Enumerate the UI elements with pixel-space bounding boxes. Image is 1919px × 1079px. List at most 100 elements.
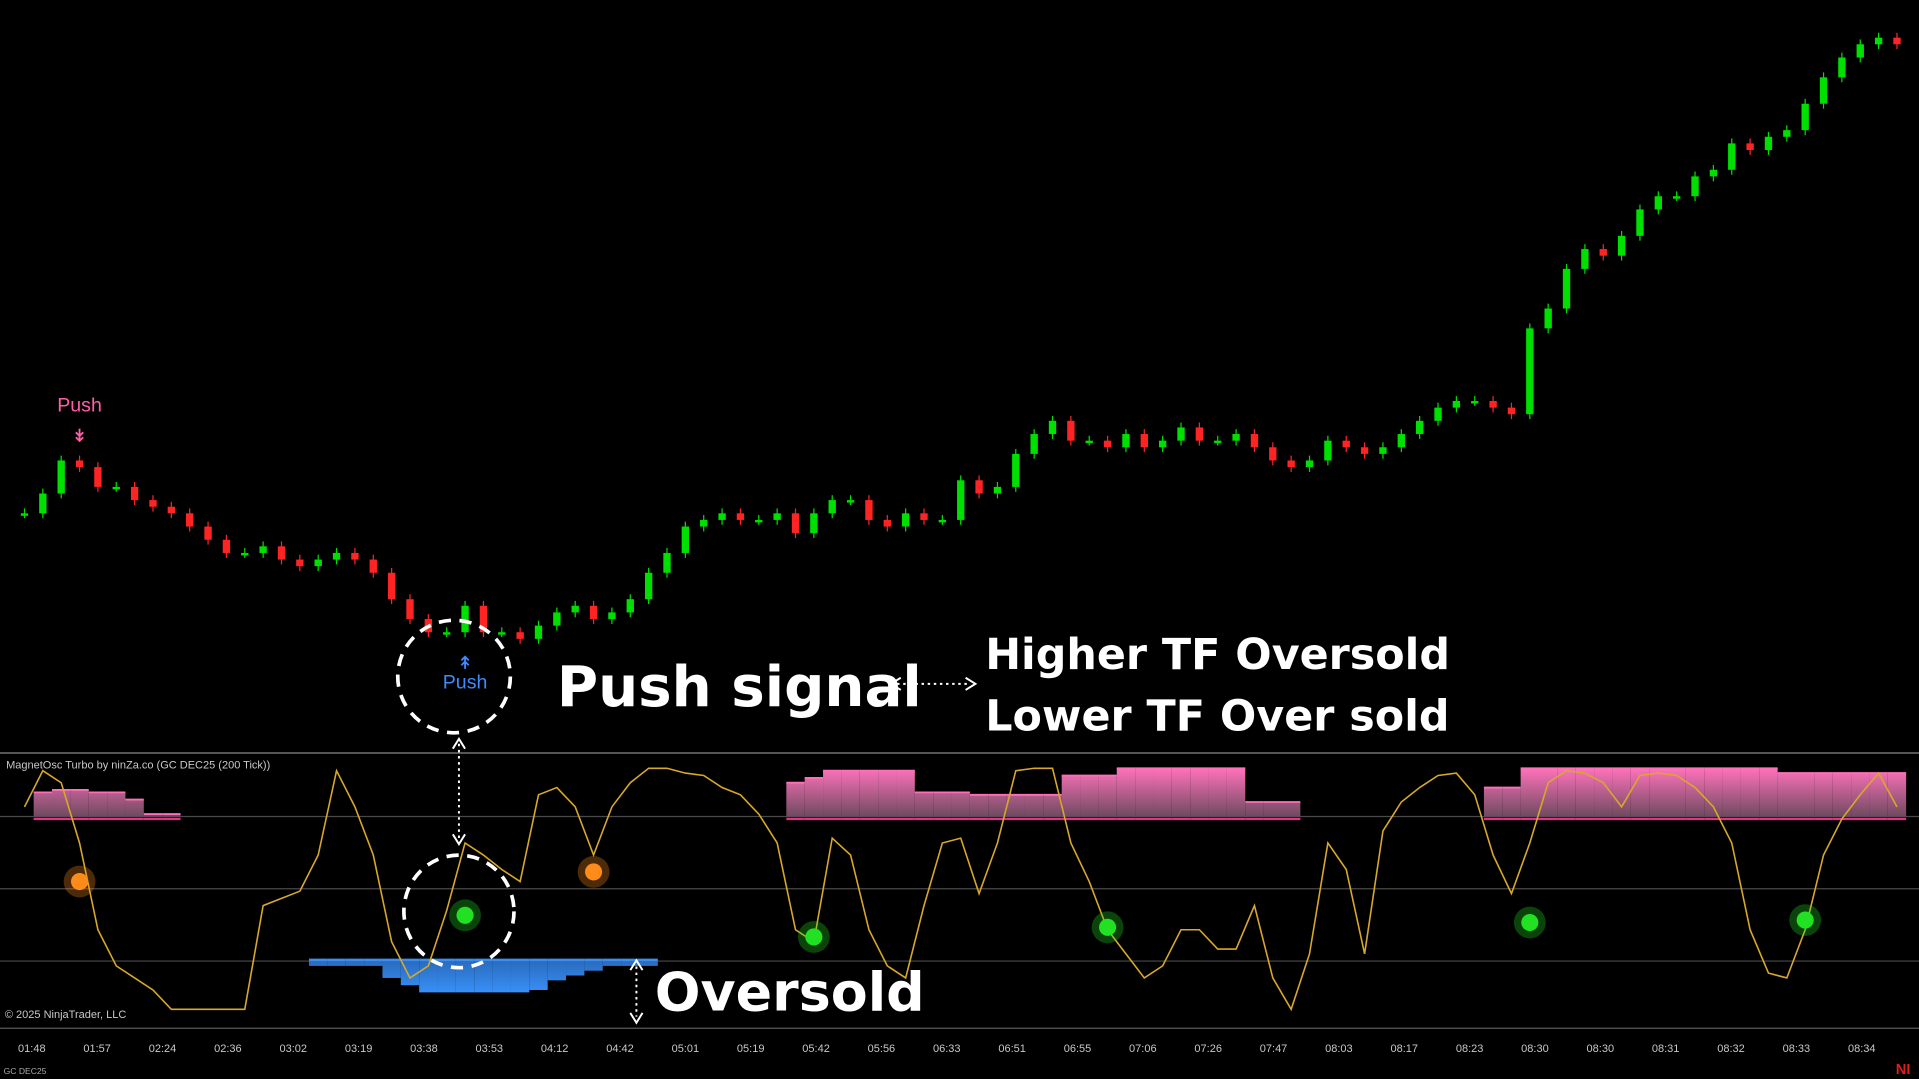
highlight-circle — [395, 618, 513, 735]
candle-body — [1415, 420, 1424, 435]
candle-body — [1489, 401, 1497, 408]
overbought-zone — [1502, 787, 1521, 817]
x-tick-label: 06:55 — [1064, 1043, 1092, 1055]
candle-body — [39, 493, 47, 514]
candle-body — [1893, 37, 1901, 45]
candle-body — [1617, 235, 1626, 256]
candle-body — [773, 513, 781, 520]
x-tick-label: 05:42 — [802, 1043, 830, 1055]
candle-body — [1287, 460, 1295, 468]
overbought-zone — [896, 770, 915, 817]
candle-body — [1691, 176, 1699, 197]
candle-body — [1067, 420, 1075, 441]
overbought-zone — [1208, 768, 1227, 817]
highlight-circle — [402, 853, 516, 970]
overbought-zone — [1006, 794, 1025, 817]
signal-arrow — [460, 655, 470, 669]
overbought-zone — [1263, 802, 1282, 817]
candle-body — [1838, 57, 1846, 78]
candle-body — [663, 552, 671, 573]
overbought-zone — [1538, 768, 1558, 817]
candle-body — [277, 546, 286, 560]
candle-body — [608, 612, 616, 620]
candle-body — [222, 539, 231, 553]
annotation-title: Push signal — [557, 655, 922, 720]
candle-body — [1544, 308, 1552, 329]
candle-body — [1103, 440, 1112, 448]
oversold-zone — [510, 961, 530, 993]
x-tick-label: 02:24 — [149, 1043, 177, 1055]
candle-body — [571, 605, 579, 613]
oversold-zone — [492, 961, 511, 993]
candle-body — [1581, 249, 1589, 269]
oversold-zone — [566, 961, 585, 976]
overbought-zone — [1098, 775, 1117, 817]
overbought-zone — [878, 770, 897, 817]
candle-body — [204, 526, 212, 540]
signal-dot — [585, 863, 603, 881]
candle-body — [534, 625, 543, 639]
signal-dot — [456, 906, 474, 924]
x-tick-label: 06:33 — [933, 1043, 961, 1055]
x-tick-label: 04:42 — [606, 1043, 634, 1055]
candle-body — [865, 500, 873, 520]
oversold-zone — [584, 961, 603, 971]
overbought-zone — [1667, 768, 1686, 817]
candle-body — [1305, 460, 1314, 468]
x-tick-label: 07:26 — [1194, 1043, 1222, 1055]
x-tick-label: 08:30 — [1587, 1043, 1615, 1055]
overbought-zone — [1814, 773, 1833, 817]
candle-body — [791, 513, 800, 534]
brand-label: NI — [1896, 1062, 1911, 1078]
x-tick-label: 08:17 — [1390, 1043, 1418, 1055]
candle-body — [149, 500, 157, 507]
oversold-zone — [602, 961, 622, 966]
x-tick-label: 03:38 — [410, 1043, 438, 1055]
candle-body — [1599, 249, 1607, 256]
arrow-head — [889, 676, 978, 691]
candle-body — [1526, 328, 1534, 415]
candle-body — [1452, 401, 1461, 408]
plot-layer: Push Push 01:48 01:57 02:24 02:36 03:02 03:19 03… — [0, 32, 1919, 1055]
x-tick-label: 05:56 — [868, 1043, 896, 1055]
oversold-zone — [309, 961, 328, 966]
candle-body — [1764, 136, 1773, 150]
overbought-zone — [1245, 802, 1264, 817]
candle-body — [1709, 169, 1718, 177]
x-tick-label: 03:53 — [476, 1043, 504, 1055]
candle-body — [644, 572, 653, 600]
overbought-zone — [1777, 773, 1797, 817]
candle-body — [1342, 440, 1350, 448]
oversold-zone — [547, 961, 567, 981]
overbought-zone — [1483, 787, 1503, 817]
candle-body — [920, 513, 928, 520]
overbought-zone — [162, 814, 181, 817]
signal-dot — [1796, 911, 1814, 929]
candle-body — [75, 460, 84, 468]
overbought-zone — [1281, 802, 1301, 817]
candle-body — [1819, 77, 1828, 104]
arrow-head — [629, 958, 644, 1025]
indicator-label: MagnetOsc Turbo by ninZa.co (GC DEC25 (2… — [6, 759, 270, 771]
candle-body — [1122, 434, 1130, 448]
overbought-zone — [1024, 794, 1044, 817]
x-tick-label: 04:12 — [541, 1043, 569, 1055]
candle-body — [901, 513, 910, 527]
overbought-zone — [1190, 768, 1209, 817]
candle-body — [957, 480, 965, 520]
oversold-zone — [529, 961, 548, 990]
overbought-zone — [859, 770, 879, 817]
x-tick-label: 08:03 — [1325, 1043, 1353, 1055]
candle-body — [20, 513, 29, 516]
signal-dot — [1521, 913, 1539, 932]
candle-body — [975, 480, 983, 494]
oversold-zone — [364, 961, 383, 966]
x-tick-label: 06:51 — [998, 1043, 1026, 1055]
overbought-zone — [933, 792, 952, 817]
candle-body — [186, 513, 194, 527]
candle-body — [718, 513, 726, 520]
candle-body — [57, 460, 65, 494]
overbought-zone — [1080, 775, 1099, 817]
signal-dot — [1099, 918, 1117, 936]
